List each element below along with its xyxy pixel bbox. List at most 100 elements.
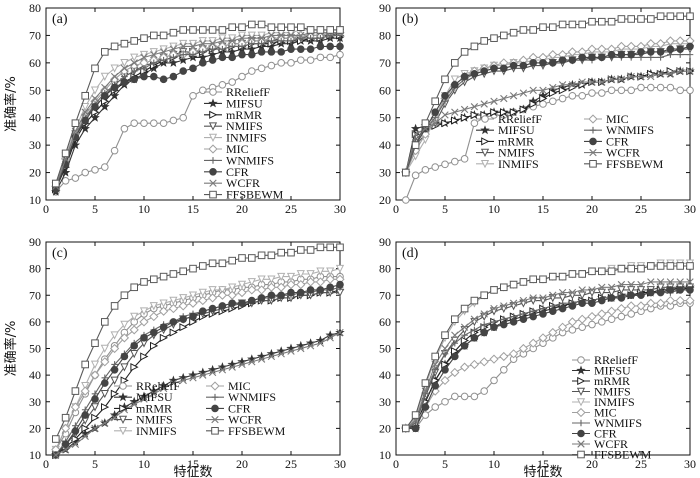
data-point [558,272,567,281]
legend-label: FFSBEWM [228,424,286,438]
data-point [209,45,216,53]
data-point [81,360,90,369]
legend-label: WCFR [594,437,628,451]
data-point [549,291,557,299]
data-point [470,392,479,401]
data-point [686,42,694,51]
data-point [70,402,81,412]
data-point [666,278,675,286]
y-tick-label: 50 [29,342,41,356]
data-point [326,267,335,276]
data-point [277,291,286,300]
data-point [150,50,158,59]
data-point [617,86,626,95]
data-point [130,67,138,75]
y-tick-label: 60 [29,315,41,329]
data-point [159,48,168,56]
data-point [101,48,109,56]
data-point [305,338,316,348]
data-point [441,344,449,353]
data-point [316,42,325,51]
data-point [160,56,167,64]
data-point [637,72,645,81]
series [52,28,344,190]
data-point [539,59,547,67]
data-point [421,166,430,174]
data-point [256,285,267,295]
data-point [509,108,519,117]
data-point [140,53,148,62]
data-point [539,310,547,318]
data-point [169,28,178,37]
data-point [508,349,519,359]
y-tick-label: 80 [379,262,391,276]
data-point [179,39,188,49]
y-tick-label: 60 [29,56,41,70]
legend-label: WNMIFS [594,416,642,430]
data-point [490,304,498,313]
data-point [297,31,305,40]
data-point [617,294,626,302]
data-point [130,350,139,359]
legend-item: RReliefF [572,353,638,367]
legend-marker [480,125,490,135]
data-point [607,315,616,324]
legend-label: MIC [594,406,617,420]
legend-label: INMIFS [136,424,177,438]
data-point [685,295,695,306]
legend-marker [209,168,217,176]
data-point [598,17,606,26]
data-point [549,307,557,316]
data-point [91,94,99,103]
data-point [297,246,305,254]
data-point [656,70,665,78]
legend-marker [209,179,217,187]
data-point [646,298,656,308]
data-point [189,64,197,73]
data-point [315,335,326,345]
data-point [189,312,197,321]
data-point [509,318,518,326]
data-point [130,59,138,67]
legend-item: FFSBEWM [572,448,652,462]
data-point [500,320,508,329]
data-point [139,50,149,60]
legend-label: INMIFS [226,131,267,145]
data-point [316,286,325,294]
data-point [130,283,138,292]
data-point [578,20,587,29]
legend-item: MIC [204,142,249,156]
legend-marker [589,148,597,157]
data-point [607,283,616,291]
data-point [52,179,60,188]
data-point [558,86,568,95]
data-point [480,67,489,75]
data-point [267,48,276,56]
legend-label: RReliefF [594,353,638,367]
data-point [617,50,626,59]
legend-label: FFSBEWM [226,188,284,202]
data-point [189,91,197,100]
data-point [257,251,266,260]
data-point [480,291,488,300]
data-point [228,34,237,43]
legend-item: NMIFS [476,146,535,160]
data-point [158,306,169,316]
data-point [402,424,410,433]
y-tick-label: 20 [29,421,41,435]
data-point [500,64,508,73]
series-line [55,276,340,450]
data-point [247,354,257,364]
legend-item: CFR [572,427,617,441]
data-point [316,243,325,252]
data-point [549,59,557,67]
legend-item: INMIFS [114,424,177,438]
data-point [549,97,557,106]
series [51,274,345,455]
data-point [100,101,110,111]
data-point [90,360,100,369]
data-point [617,15,626,23]
data-point [450,75,459,84]
data-point [110,42,119,51]
